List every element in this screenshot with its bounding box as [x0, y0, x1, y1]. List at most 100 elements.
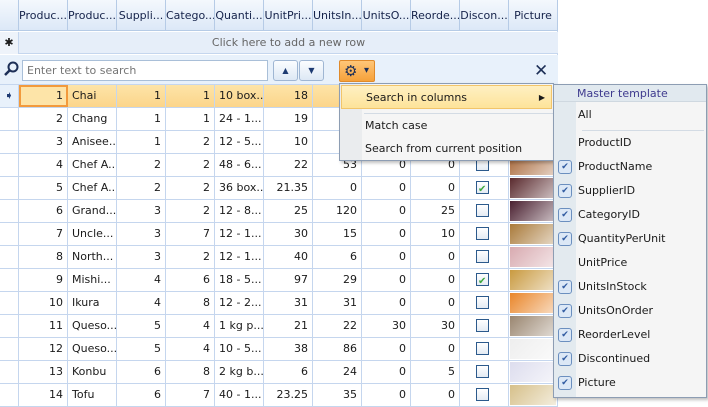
discontinued-cell[interactable]: [460, 200, 509, 222]
search-previous-button[interactable]: ▲: [273, 60, 298, 81]
checkbox[interactable]: [476, 388, 489, 401]
table-cell[interactable]: 7: [19, 223, 68, 245]
table-cell[interactable]: 1: [166, 108, 215, 130]
table-cell[interactable]: 6: [117, 361, 166, 383]
menu-item-match-case[interactable]: Match case: [365, 119, 428, 132]
menu-item-search-in-columns[interactable]: Search in columns ▶: [341, 85, 552, 109]
table-cell[interactable]: 2: [117, 177, 166, 199]
table-cell[interactable]: 5: [117, 338, 166, 360]
row-header[interactable]: [0, 223, 19, 245]
table-cell[interactable]: 53: [313, 154, 362, 176]
table-row[interactable]: 5 Chef A... 2 2 36 box... 21.35 0 0 0: [0, 177, 558, 200]
table-cell[interactable]: 25: [264, 200, 313, 222]
checkbox[interactable]: [476, 271, 489, 291]
table-cell[interactable]: Chai: [68, 85, 117, 107]
table-cell[interactable]: 18: [264, 85, 313, 107]
table-cell[interactable]: 21.35: [264, 177, 313, 199]
table-cell[interactable]: 5: [117, 315, 166, 337]
table-cell[interactable]: 4: [166, 338, 215, 360]
row-header[interactable]: [0, 384, 19, 406]
discontinued-cell[interactable]: [460, 177, 509, 199]
checkbox[interactable]: [476, 296, 489, 309]
table-cell[interactable]: 2: [166, 131, 215, 153]
table-cell[interactable]: 12 - 2...: [215, 292, 264, 314]
table-cell[interactable]: Queso...: [68, 338, 117, 360]
checkbox[interactable]: [476, 342, 489, 355]
discontinued-cell[interactable]: [460, 223, 509, 245]
table-cell[interactable]: 31: [264, 292, 313, 314]
row-header[interactable]: [0, 131, 19, 153]
table-row[interactable]: 7 Uncle... 3 7 12 - 1... 30 15 0 10: [0, 223, 558, 246]
table-cell[interactable]: 8: [19, 246, 68, 268]
table-row[interactable]: 13 Konbu 6 8 2 kg b... 6 24 0 5: [0, 361, 558, 384]
table-cell[interactable]: 2: [166, 200, 215, 222]
table-cell[interactable]: 0: [313, 177, 362, 199]
table-cell[interactable]: 0: [362, 154, 411, 176]
table-cell[interactable]: 5: [19, 177, 68, 199]
submenu-item-column[interactable]: UnitPrice: [554, 251, 706, 275]
table-cell[interactable]: North...: [68, 246, 117, 268]
table-cell[interactable]: Ikura: [68, 292, 117, 314]
table-cell[interactable]: 0: [362, 177, 411, 199]
table-cell[interactable]: 0: [411, 338, 460, 360]
table-cell[interactable]: 2: [166, 177, 215, 199]
submenu-item-column[interactable]: ✔ CategoryID: [554, 203, 706, 227]
submenu-item-column[interactable]: ✔ QuantityPerUnit: [554, 227, 706, 251]
table-cell[interactable]: 40: [264, 246, 313, 268]
table-cell[interactable]: Tofu: [68, 384, 117, 406]
submenu-item-column[interactable]: ✔ ProductName: [554, 155, 706, 179]
close-search-button[interactable]: ✕: [534, 61, 549, 81]
table-cell[interactable]: 0: [362, 200, 411, 222]
submenu-item-column[interactable]: ✔ UnitsOnOrder: [554, 299, 706, 323]
discontinued-cell[interactable]: [460, 384, 509, 406]
table-cell[interactable]: 29: [313, 269, 362, 291]
submenu-item-all[interactable]: All: [578, 108, 592, 121]
table-row[interactable]: 8 North... 3 2 12 - 1... 40 6 0 0: [0, 246, 558, 269]
row-header[interactable]: [0, 292, 19, 314]
table-cell[interactable]: Mishi...: [68, 269, 117, 291]
discontinued-cell[interactable]: [460, 361, 509, 383]
checkbox[interactable]: [476, 227, 489, 240]
discontinued-cell[interactable]: [460, 315, 509, 337]
row-header[interactable]: [0, 177, 19, 199]
table-cell[interactable]: 30: [264, 223, 313, 245]
table-cell[interactable]: Anisee...: [68, 131, 117, 153]
row-header[interactable]: [0, 315, 19, 337]
table-cell[interactable]: 25: [411, 200, 460, 222]
table-cell[interactable]: 14: [19, 384, 68, 406]
table-cell[interactable]: 2: [117, 154, 166, 176]
table-cell[interactable]: 38: [264, 338, 313, 360]
row-header[interactable]: [0, 200, 19, 222]
table-cell[interactable]: 11: [19, 315, 68, 337]
table-cell[interactable]: 24 - 1...: [215, 108, 264, 130]
table-cell[interactable]: 22: [313, 315, 362, 337]
row-header[interactable]: [0, 269, 19, 291]
column-header[interactable]: UnitPri...: [264, 0, 313, 30]
table-cell[interactable]: 2: [19, 108, 68, 130]
table-cell[interactable]: Konbu: [68, 361, 117, 383]
table-cell[interactable]: 0: [362, 246, 411, 268]
table-cell[interactable]: 24: [313, 361, 362, 383]
table-row[interactable]: 9 Mishi... 4 6 18 - 5... 97 29 0 0: [0, 269, 558, 292]
table-cell[interactable]: 1 kg p...: [215, 315, 264, 337]
table-cell[interactable]: 40 - 1...: [215, 384, 264, 406]
row-header[interactable]: [0, 108, 19, 130]
row-header[interactable]: [0, 338, 19, 360]
column-header[interactable]: Produc...: [19, 0, 68, 30]
search-next-button[interactable]: ▼: [299, 60, 324, 81]
table-cell[interactable]: 13: [19, 361, 68, 383]
table-cell[interactable]: Chang: [68, 108, 117, 130]
checkbox[interactable]: [476, 319, 489, 332]
table-cell[interactable]: 4: [19, 154, 68, 176]
table-cell[interactable]: 6: [264, 361, 313, 383]
table-cell[interactable]: 97: [264, 269, 313, 291]
table-cell[interactable]: 0: [362, 338, 411, 360]
checkbox[interactable]: [476, 250, 489, 263]
table-cell[interactable]: 7: [166, 384, 215, 406]
table-cell[interactable]: 12 - 5...: [215, 131, 264, 153]
discontinued-cell[interactable]: [460, 269, 509, 291]
table-cell[interactable]: Uncle...: [68, 223, 117, 245]
table-row[interactable]: 6 Grand... 3 2 12 - 8... 25 120 0 25: [0, 200, 558, 223]
table-cell[interactable]: 6: [166, 269, 215, 291]
row-header[interactable]: [0, 154, 19, 176]
